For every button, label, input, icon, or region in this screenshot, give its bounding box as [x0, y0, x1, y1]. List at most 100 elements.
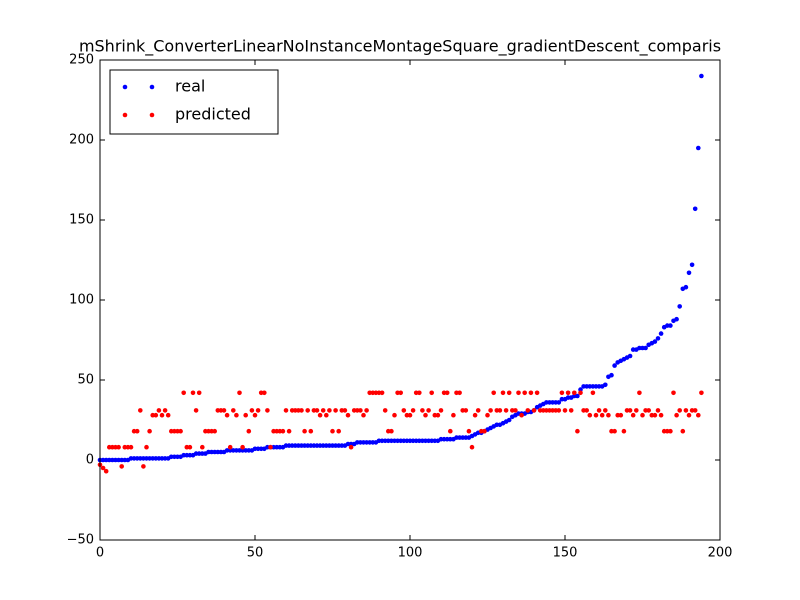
point — [348, 444, 354, 450]
point — [141, 464, 146, 469]
point — [246, 428, 252, 434]
point — [423, 412, 428, 418]
point — [652, 339, 658, 344]
y-tick-label: 200 — [69, 133, 94, 148]
point — [630, 412, 636, 418]
point — [652, 412, 658, 418]
point — [516, 390, 521, 396]
point — [618, 412, 624, 418]
point — [680, 428, 686, 434]
point — [407, 412, 413, 418]
point — [475, 408, 481, 413]
point — [472, 412, 478, 418]
point — [330, 428, 335, 434]
point — [575, 428, 580, 434]
point — [448, 428, 453, 434]
point — [283, 408, 289, 413]
point — [565, 390, 571, 396]
point — [572, 390, 577, 396]
point — [178, 428, 183, 434]
point — [674, 412, 679, 418]
legend-marker — [149, 84, 155, 90]
point — [606, 412, 611, 418]
point — [410, 408, 416, 413]
point — [234, 412, 239, 418]
point — [683, 408, 689, 413]
point — [658, 331, 664, 336]
legend-marker — [122, 112, 128, 118]
point — [590, 390, 596, 396]
point — [345, 412, 351, 418]
y-tick-label: 100 — [69, 293, 94, 308]
plot-frame — [99, 59, 721, 541]
point — [299, 408, 304, 413]
point — [426, 408, 431, 413]
point — [500, 390, 506, 396]
point — [556, 408, 562, 413]
point — [488, 408, 493, 413]
point — [612, 428, 617, 434]
point — [457, 390, 462, 396]
point — [513, 408, 518, 413]
point — [674, 316, 679, 322]
x-tick-label: 0 — [96, 546, 104, 561]
point — [116, 444, 121, 450]
point — [451, 412, 456, 418]
point — [305, 408, 311, 413]
point — [320, 408, 326, 413]
point — [100, 465, 106, 471]
point — [593, 412, 599, 418]
point — [317, 412, 323, 418]
point — [144, 444, 149, 450]
point — [596, 408, 602, 413]
point — [227, 444, 233, 450]
legend-label: predicted — [175, 105, 251, 124]
x-tick-label: 100 — [398, 546, 423, 561]
y-tick-label: −50 — [67, 533, 94, 548]
point — [584, 408, 589, 413]
point — [587, 412, 593, 418]
point — [382, 408, 388, 413]
point — [165, 412, 171, 418]
point — [534, 390, 540, 396]
point — [699, 390, 704, 396]
point — [237, 390, 242, 396]
point — [147, 428, 152, 434]
point — [528, 390, 534, 396]
point — [438, 408, 444, 413]
point — [519, 412, 524, 418]
point — [249, 408, 255, 413]
point — [522, 390, 527, 396]
point — [637, 390, 642, 396]
point — [603, 382, 608, 388]
point — [646, 408, 651, 413]
point — [627, 408, 633, 413]
point — [578, 390, 583, 396]
point — [379, 390, 385, 396]
point — [497, 408, 503, 413]
point — [286, 428, 292, 434]
point — [689, 262, 695, 268]
point — [128, 444, 134, 450]
point — [190, 390, 196, 396]
point — [364, 408, 369, 413]
point — [361, 412, 366, 418]
point — [578, 387, 583, 392]
point — [221, 408, 227, 413]
point — [389, 428, 394, 434]
point — [696, 145, 701, 151]
point — [159, 412, 165, 418]
legend: real predicted — [109, 69, 279, 135]
point — [333, 408, 338, 413]
point — [417, 390, 422, 396]
point — [686, 270, 692, 276]
y-tick-label: 0 — [86, 453, 94, 468]
point — [181, 390, 186, 396]
point — [231, 408, 236, 413]
point — [491, 390, 497, 396]
point — [302, 428, 307, 434]
point — [444, 390, 450, 396]
point — [599, 412, 605, 418]
point — [420, 408, 425, 413]
point — [531, 408, 537, 413]
